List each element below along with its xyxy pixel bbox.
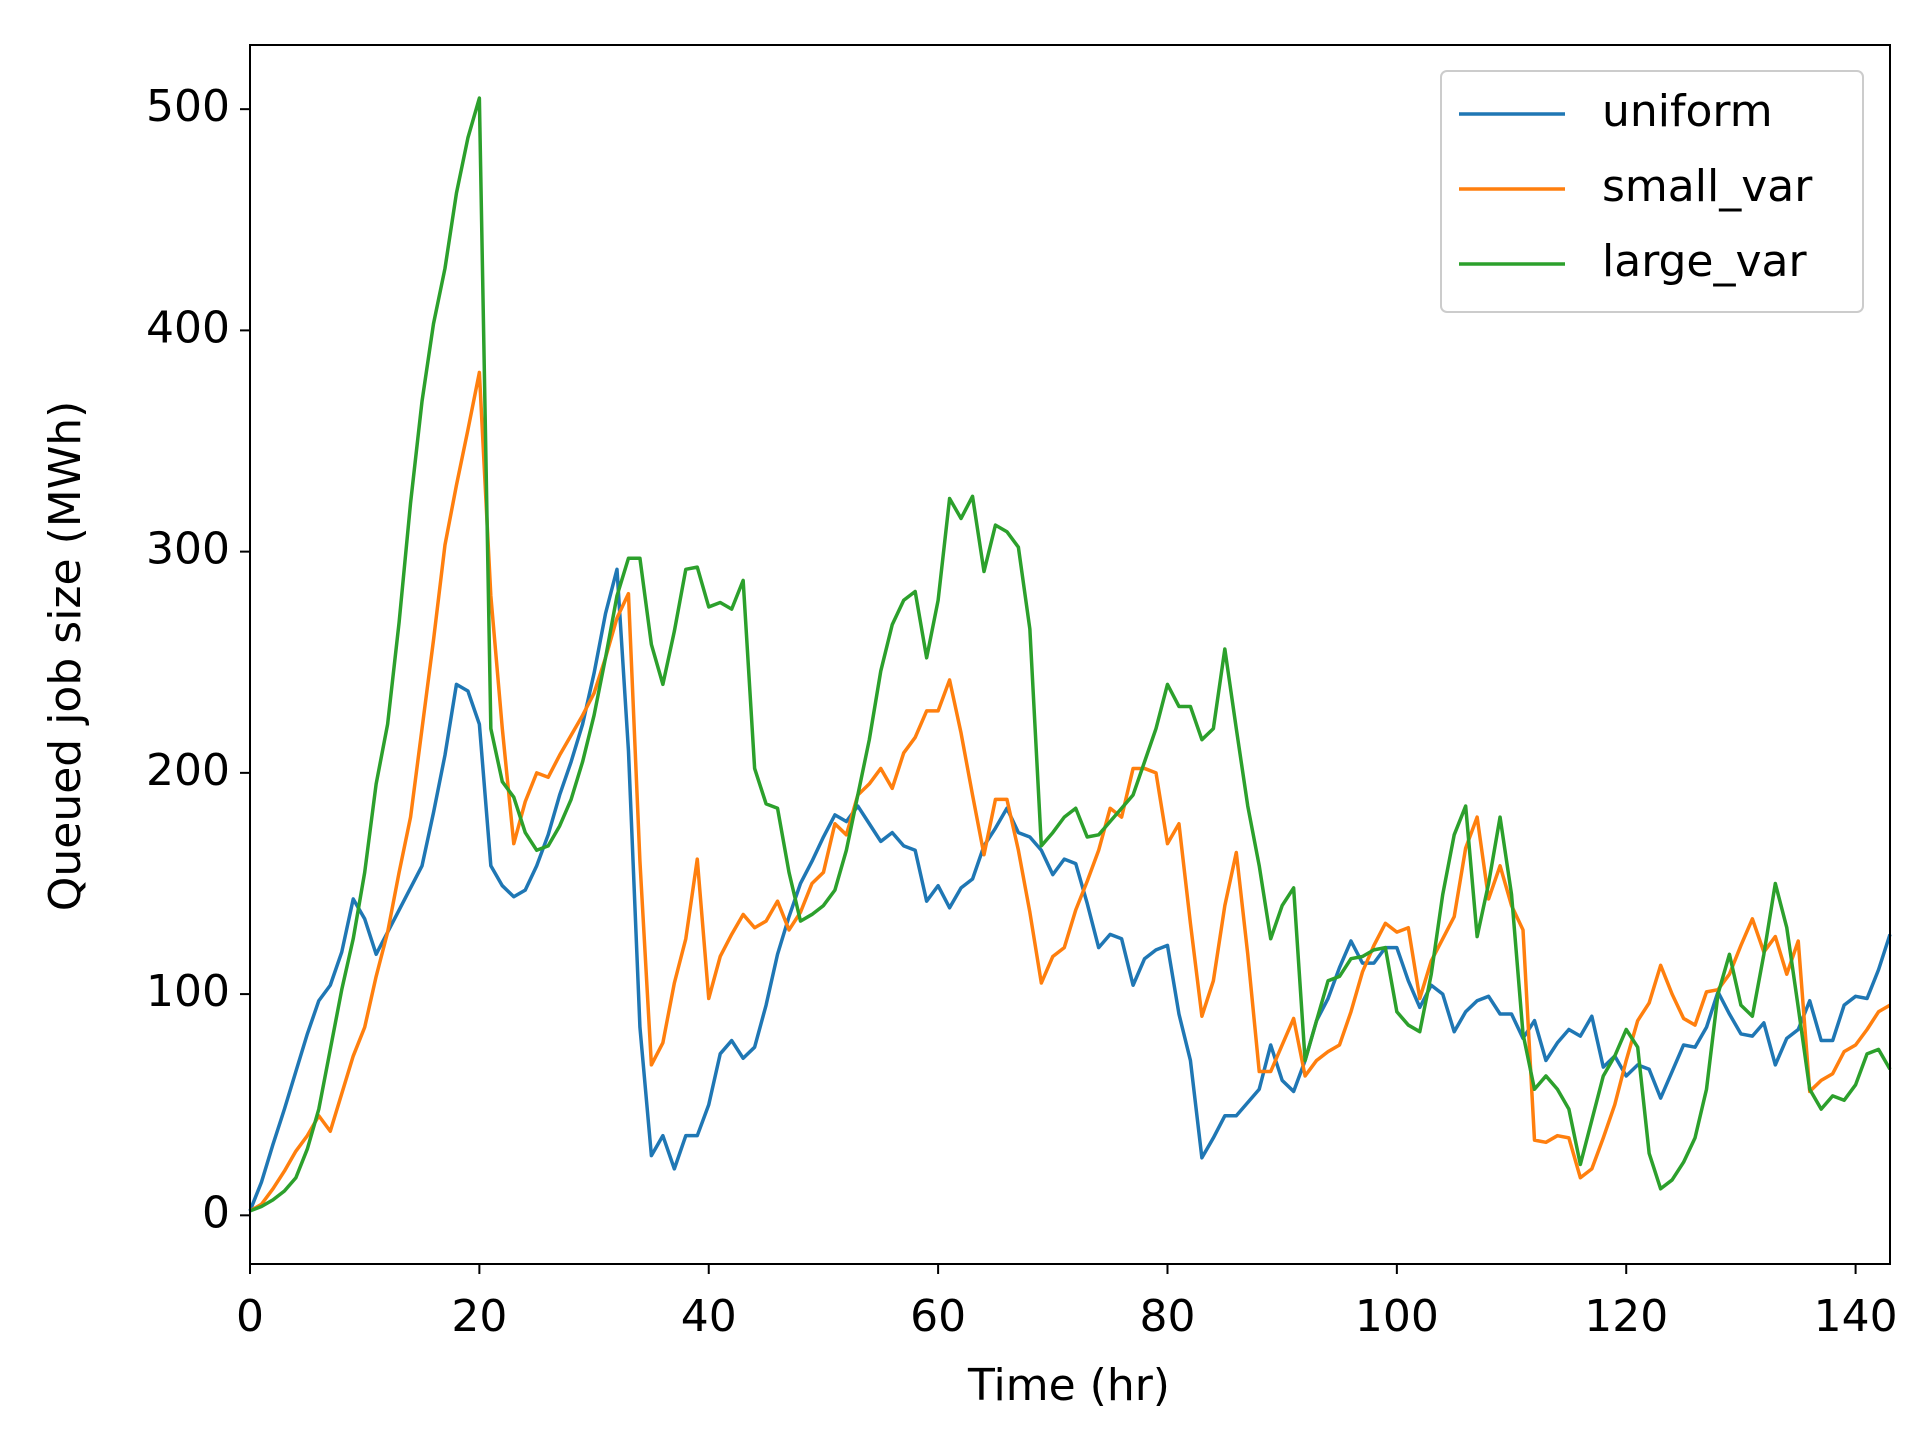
legend-box [1440, 70, 1864, 313]
x-tick-label: 60 [910, 1291, 966, 1342]
series-line [249, 96, 1892, 1213]
y-tick-label: 500 [146, 81, 230, 132]
y-axis-label: Queued job size (MWh) [40, 401, 91, 912]
x-tick-label: 0 [236, 1291, 264, 1342]
legend-label: uniform [1602, 86, 1773, 137]
x-tick-label: 120 [1584, 1291, 1668, 1342]
plot-frame [249, 44, 1891, 1265]
series-line [249, 370, 1891, 1213]
y-tick-label: 0 [202, 1187, 230, 1238]
y-tick-label: 200 [146, 745, 230, 796]
legend-label: large_var [1602, 236, 1808, 287]
y-tick-label: 300 [146, 524, 230, 575]
x-tick-label: 100 [1355, 1291, 1439, 1342]
y-tick-label: 400 [146, 302, 230, 353]
x-tick-label: 20 [451, 1291, 507, 1342]
x-tick-label: 40 [681, 1291, 737, 1342]
y-tick-label: 100 [146, 966, 230, 1017]
x-tick-label: 140 [1814, 1291, 1898, 1342]
x-tick-label: 80 [1139, 1291, 1195, 1342]
legend-label: small_var [1602, 161, 1813, 212]
x-axis-label: Time (hr) [967, 1360, 1170, 1411]
series-line [248, 567, 1892, 1212]
